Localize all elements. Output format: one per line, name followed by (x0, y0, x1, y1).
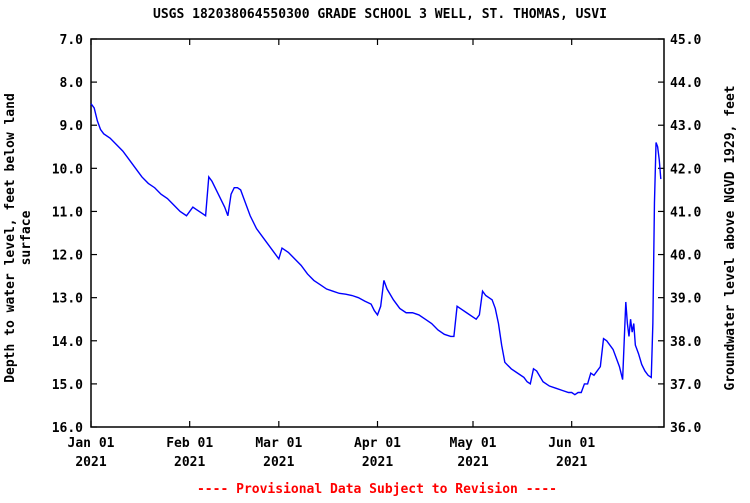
left-tick-label: 15.0 (52, 378, 83, 393)
x-tick-year: 2021 (75, 455, 106, 470)
right-tick-label: 40.0 (670, 249, 701, 264)
right-tick-label: 42.0 (670, 162, 701, 177)
x-tick-label: Jan 01 (68, 436, 115, 451)
provisional-data-notice: ---- Provisional Data Subject to Revisio… (197, 482, 557, 497)
left-tick-label: 7.0 (60, 33, 84, 48)
right-tick-label: 45.0 (670, 33, 701, 48)
right-y-axis: 45.0 44.0 43.0 42.0 41.0 40.0 39.0 38.0 37.0 36.0 (658, 33, 701, 436)
x-tick-year: 2021 (263, 455, 294, 470)
x-tick-label: Jun 01 (548, 436, 595, 451)
plot-frame (90, 38, 665, 428)
chart-title: USGS 182038064550300 GRADE SCHOOL 3 WELL… (153, 7, 607, 22)
left-tick-label: 12.0 (52, 249, 83, 264)
left-tick-label: 9.0 (60, 119, 84, 134)
x-tick-year: 2021 (556, 455, 587, 470)
right-tick-label: 38.0 (670, 335, 701, 350)
x-axis: Jan 01 2021 Feb 01 2021 Mar 01 2021 Apr 01 2021… (68, 39, 595, 470)
left-tick-label: 10.0 (52, 162, 83, 177)
x-tick-label: May 01 (450, 436, 497, 451)
left-tick-label: 13.0 (52, 292, 83, 307)
right-axis-label: Groundwater level above NGVD 1929, feet (723, 85, 738, 390)
left-tick-label: 14.0 (52, 335, 83, 350)
x-tick-label: Feb 01 (166, 436, 213, 451)
right-tick-label: 36.0 (670, 421, 701, 436)
x-tick-label: Apr 01 (354, 436, 401, 451)
left-tick-label: 16.0 (52, 421, 83, 436)
x-tick-label: Mar 01 (255, 436, 302, 451)
right-tick-label: 41.0 (670, 205, 701, 220)
right-tick-label: 44.0 (670, 76, 701, 91)
left-tick-label: 8.0 (60, 76, 84, 91)
left-axis-label-line1: Depth to water level, feet below land (3, 93, 18, 383)
left-tick-label: 11.0 (52, 205, 83, 220)
left-y-axis: 7.0 8.0 9.0 10.0 11.0 12.0 13.0 14.0 15.0 16.0 (52, 33, 97, 436)
right-tick-label: 43.0 (670, 119, 701, 134)
right-tick-label: 39.0 (670, 292, 701, 307)
water-level-line (90, 103, 662, 396)
x-tick-year: 2021 (362, 455, 393, 470)
x-tick-year: 2021 (174, 455, 205, 470)
x-tick-year: 2021 (457, 455, 488, 470)
right-tick-label: 37.0 (670, 378, 701, 393)
left-axis-label-line2: surface (19, 210, 34, 265)
